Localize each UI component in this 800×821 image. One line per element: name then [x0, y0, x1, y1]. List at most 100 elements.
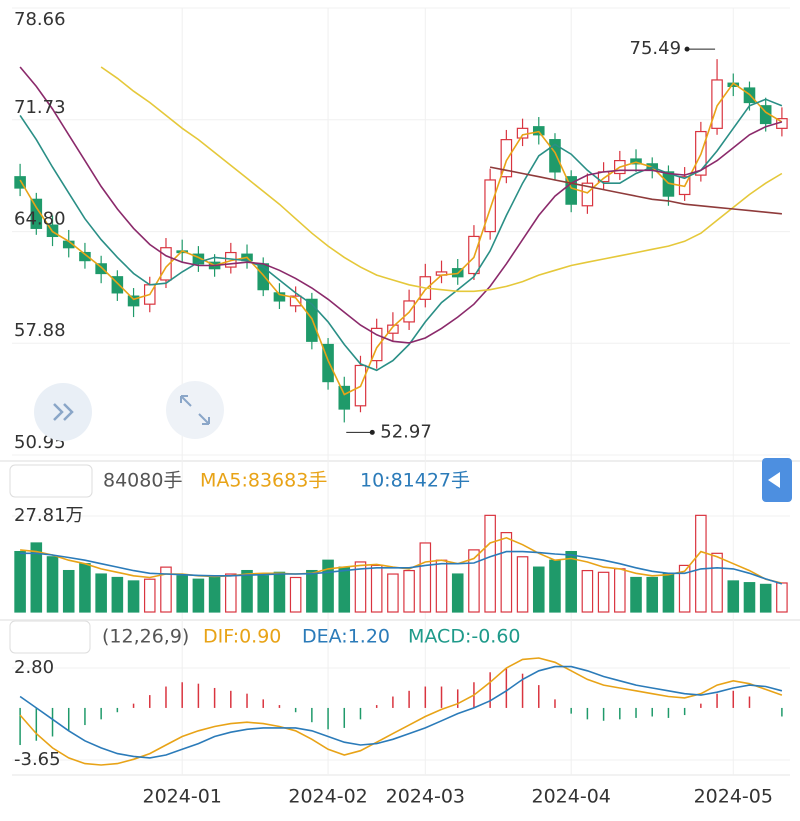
legend-current: 84080手 — [103, 470, 182, 492]
candle-body — [127, 295, 140, 307]
volume-bar — [95, 573, 107, 613]
volume-ma-line — [20, 550, 783, 585]
candle-body — [581, 182, 594, 207]
volume-bar — [403, 569, 415, 613]
volume-bar — [759, 583, 772, 613]
ma-line — [100, 66, 783, 293]
x-tick-label: 2024-03 — [386, 786, 465, 808]
volume-bar — [370, 564, 383, 613]
candle-body — [387, 324, 399, 334]
volume-bar — [289, 576, 302, 613]
candle-body — [14, 176, 26, 189]
legend-params: (12,26,9) — [102, 626, 189, 648]
y-tick-label: 57.88 — [14, 320, 66, 341]
legend-entry: MACD:-0.60 — [408, 626, 521, 648]
button-icon[interactable] — [53, 403, 74, 421]
volume-bar — [46, 556, 59, 613]
volume-bar — [419, 542, 432, 613]
volume-bar — [127, 580, 140, 613]
volume-bar — [111, 576, 124, 613]
volume-bar — [387, 573, 399, 613]
volume-bar — [776, 582, 788, 613]
x-tick-label: 2024-02 — [288, 786, 367, 808]
volume-bar — [30, 542, 43, 613]
marks — [14, 59, 788, 766]
volume-bar — [695, 514, 707, 613]
volume-bar — [500, 532, 513, 613]
candle-body — [484, 179, 496, 233]
macd-line — [19, 657, 783, 766]
ma-line — [19, 66, 783, 344]
volume-bar — [273, 571, 286, 613]
volume-bar — [338, 566, 351, 613]
volume-bar — [241, 569, 253, 613]
button-bg[interactable] — [166, 381, 224, 439]
candle-body — [370, 327, 383, 362]
volume-bar — [597, 571, 610, 613]
ma-line — [19, 98, 783, 372]
volume-bar — [225, 573, 237, 613]
annotation-dot — [369, 429, 375, 435]
legend-entry: DEA:1.20 — [302, 626, 390, 648]
volume-bar — [484, 514, 496, 613]
candle-body — [322, 343, 334, 383]
volume-bar — [662, 573, 675, 613]
y-tick-label: 78.66 — [14, 9, 66, 30]
volume-bar — [581, 569, 594, 613]
volume-bar — [516, 556, 529, 613]
legend-entry: 10:81427手 — [360, 470, 470, 492]
y-tick-label: 64.80 — [14, 209, 66, 230]
volume-bar — [143, 578, 156, 613]
x-tick-label: 2024-05 — [694, 786, 773, 808]
candle-body — [160, 247, 172, 281]
volume-bar — [565, 550, 577, 613]
volume-bar — [62, 569, 75, 613]
side-tab[interactable] — [762, 458, 792, 502]
candle-body — [289, 295, 302, 307]
candle-body — [711, 79, 723, 129]
volume-bar — [727, 580, 740, 613]
volume-bar — [532, 566, 545, 613]
macd-line — [19, 665, 783, 759]
volume-bar — [435, 559, 448, 613]
candle-body — [111, 276, 124, 294]
max-label: 75.49 — [630, 38, 682, 59]
volume-bar — [208, 576, 221, 613]
legend-entry: DIF:0.90 — [203, 626, 281, 648]
expand-button[interactable] — [166, 381, 224, 439]
y-tick-label: 71.73 — [14, 97, 66, 118]
volume-bar — [354, 561, 367, 613]
volume-bar — [743, 582, 756, 613]
volume-bar — [646, 576, 659, 613]
tab-icon[interactable] — [768, 472, 780, 488]
volume-bar — [14, 550, 26, 613]
volume-bar — [257, 575, 270, 613]
legend-box — [9, 464, 93, 498]
candle-body — [549, 139, 561, 173]
ma-line — [489, 166, 782, 215]
annotation-dot — [684, 46, 690, 52]
volume-bar — [451, 573, 464, 613]
labels: 78.6671.7364.8057.8850.9527.81万2.80-3.65… — [14, 9, 773, 808]
y-tick-label: 2.80 — [14, 657, 54, 678]
slide-button[interactable] — [34, 383, 92, 441]
candle-body — [532, 126, 545, 136]
volume-bar — [322, 559, 334, 613]
button-icon[interactable] — [180, 395, 210, 425]
volume-bar — [468, 549, 480, 613]
legend-box — [9, 620, 91, 654]
candle-body — [95, 263, 107, 275]
y-tick-label: -3.65 — [14, 749, 61, 770]
candle-body — [338, 385, 351, 410]
legend-entry: MA5:83683手 — [200, 470, 327, 492]
candle-body — [565, 176, 577, 205]
y-tick-label: 27.81万 — [14, 505, 84, 526]
volume-bar — [678, 564, 691, 613]
volume-bar — [306, 569, 318, 613]
candle-body — [273, 292, 286, 302]
candle-body — [516, 127, 529, 139]
volume-bar — [614, 568, 626, 613]
